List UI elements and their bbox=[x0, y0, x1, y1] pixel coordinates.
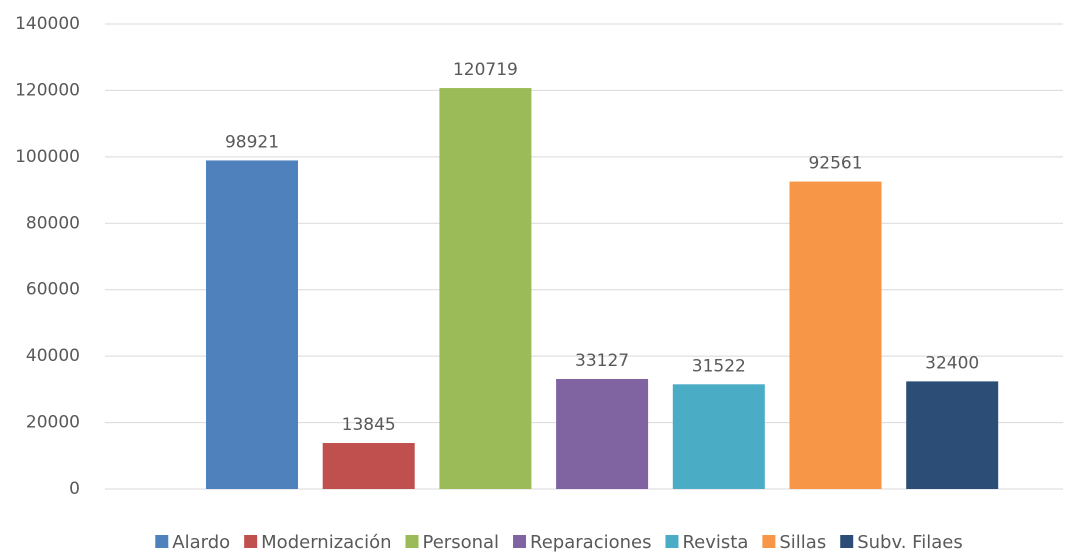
bar bbox=[556, 378, 649, 489]
data-label: 31522 bbox=[692, 356, 746, 376]
y-tick-label: 40000 bbox=[26, 346, 80, 366]
legend-swatch bbox=[840, 535, 854, 548]
y-tick-label: 120000 bbox=[15, 80, 80, 100]
legend-text: Alardo bbox=[172, 532, 230, 553]
legend-swatch bbox=[405, 535, 419, 548]
bar bbox=[322, 443, 415, 489]
bar bbox=[906, 381, 999, 489]
legend-swatch bbox=[244, 535, 258, 548]
bar bbox=[672, 384, 765, 489]
data-label: 92561 bbox=[808, 154, 862, 174]
data-label: 33127 bbox=[575, 351, 629, 371]
data-label: 120719 bbox=[453, 60, 518, 80]
legend-text: Modernización bbox=[261, 532, 391, 553]
data-label: 32400 bbox=[925, 353, 979, 373]
legend-text: Subv. Filaes bbox=[857, 532, 963, 553]
legend-swatch bbox=[762, 535, 776, 548]
y-tick-label: 80000 bbox=[26, 213, 80, 233]
legend-swatch bbox=[665, 535, 679, 548]
bar bbox=[789, 181, 882, 489]
legend-swatch bbox=[155, 535, 169, 548]
y-tick-label: 100000 bbox=[15, 147, 80, 167]
legend-text: Sillas bbox=[779, 532, 826, 553]
y-tick-label: 60000 bbox=[26, 280, 80, 300]
legend-text: Reparaciones bbox=[530, 532, 651, 553]
y-tick-label: 140000 bbox=[15, 14, 80, 34]
legend-swatch bbox=[513, 535, 527, 548]
data-label: 98921 bbox=[225, 132, 279, 152]
legend-text: Personal bbox=[423, 532, 500, 553]
y-tick-label: 0 bbox=[69, 479, 80, 499]
legend-text: Revista bbox=[682, 532, 748, 553]
bar bbox=[206, 160, 298, 489]
data-label: 13845 bbox=[342, 415, 396, 435]
bar bbox=[439, 88, 532, 489]
y-tick-label: 20000 bbox=[26, 413, 80, 433]
